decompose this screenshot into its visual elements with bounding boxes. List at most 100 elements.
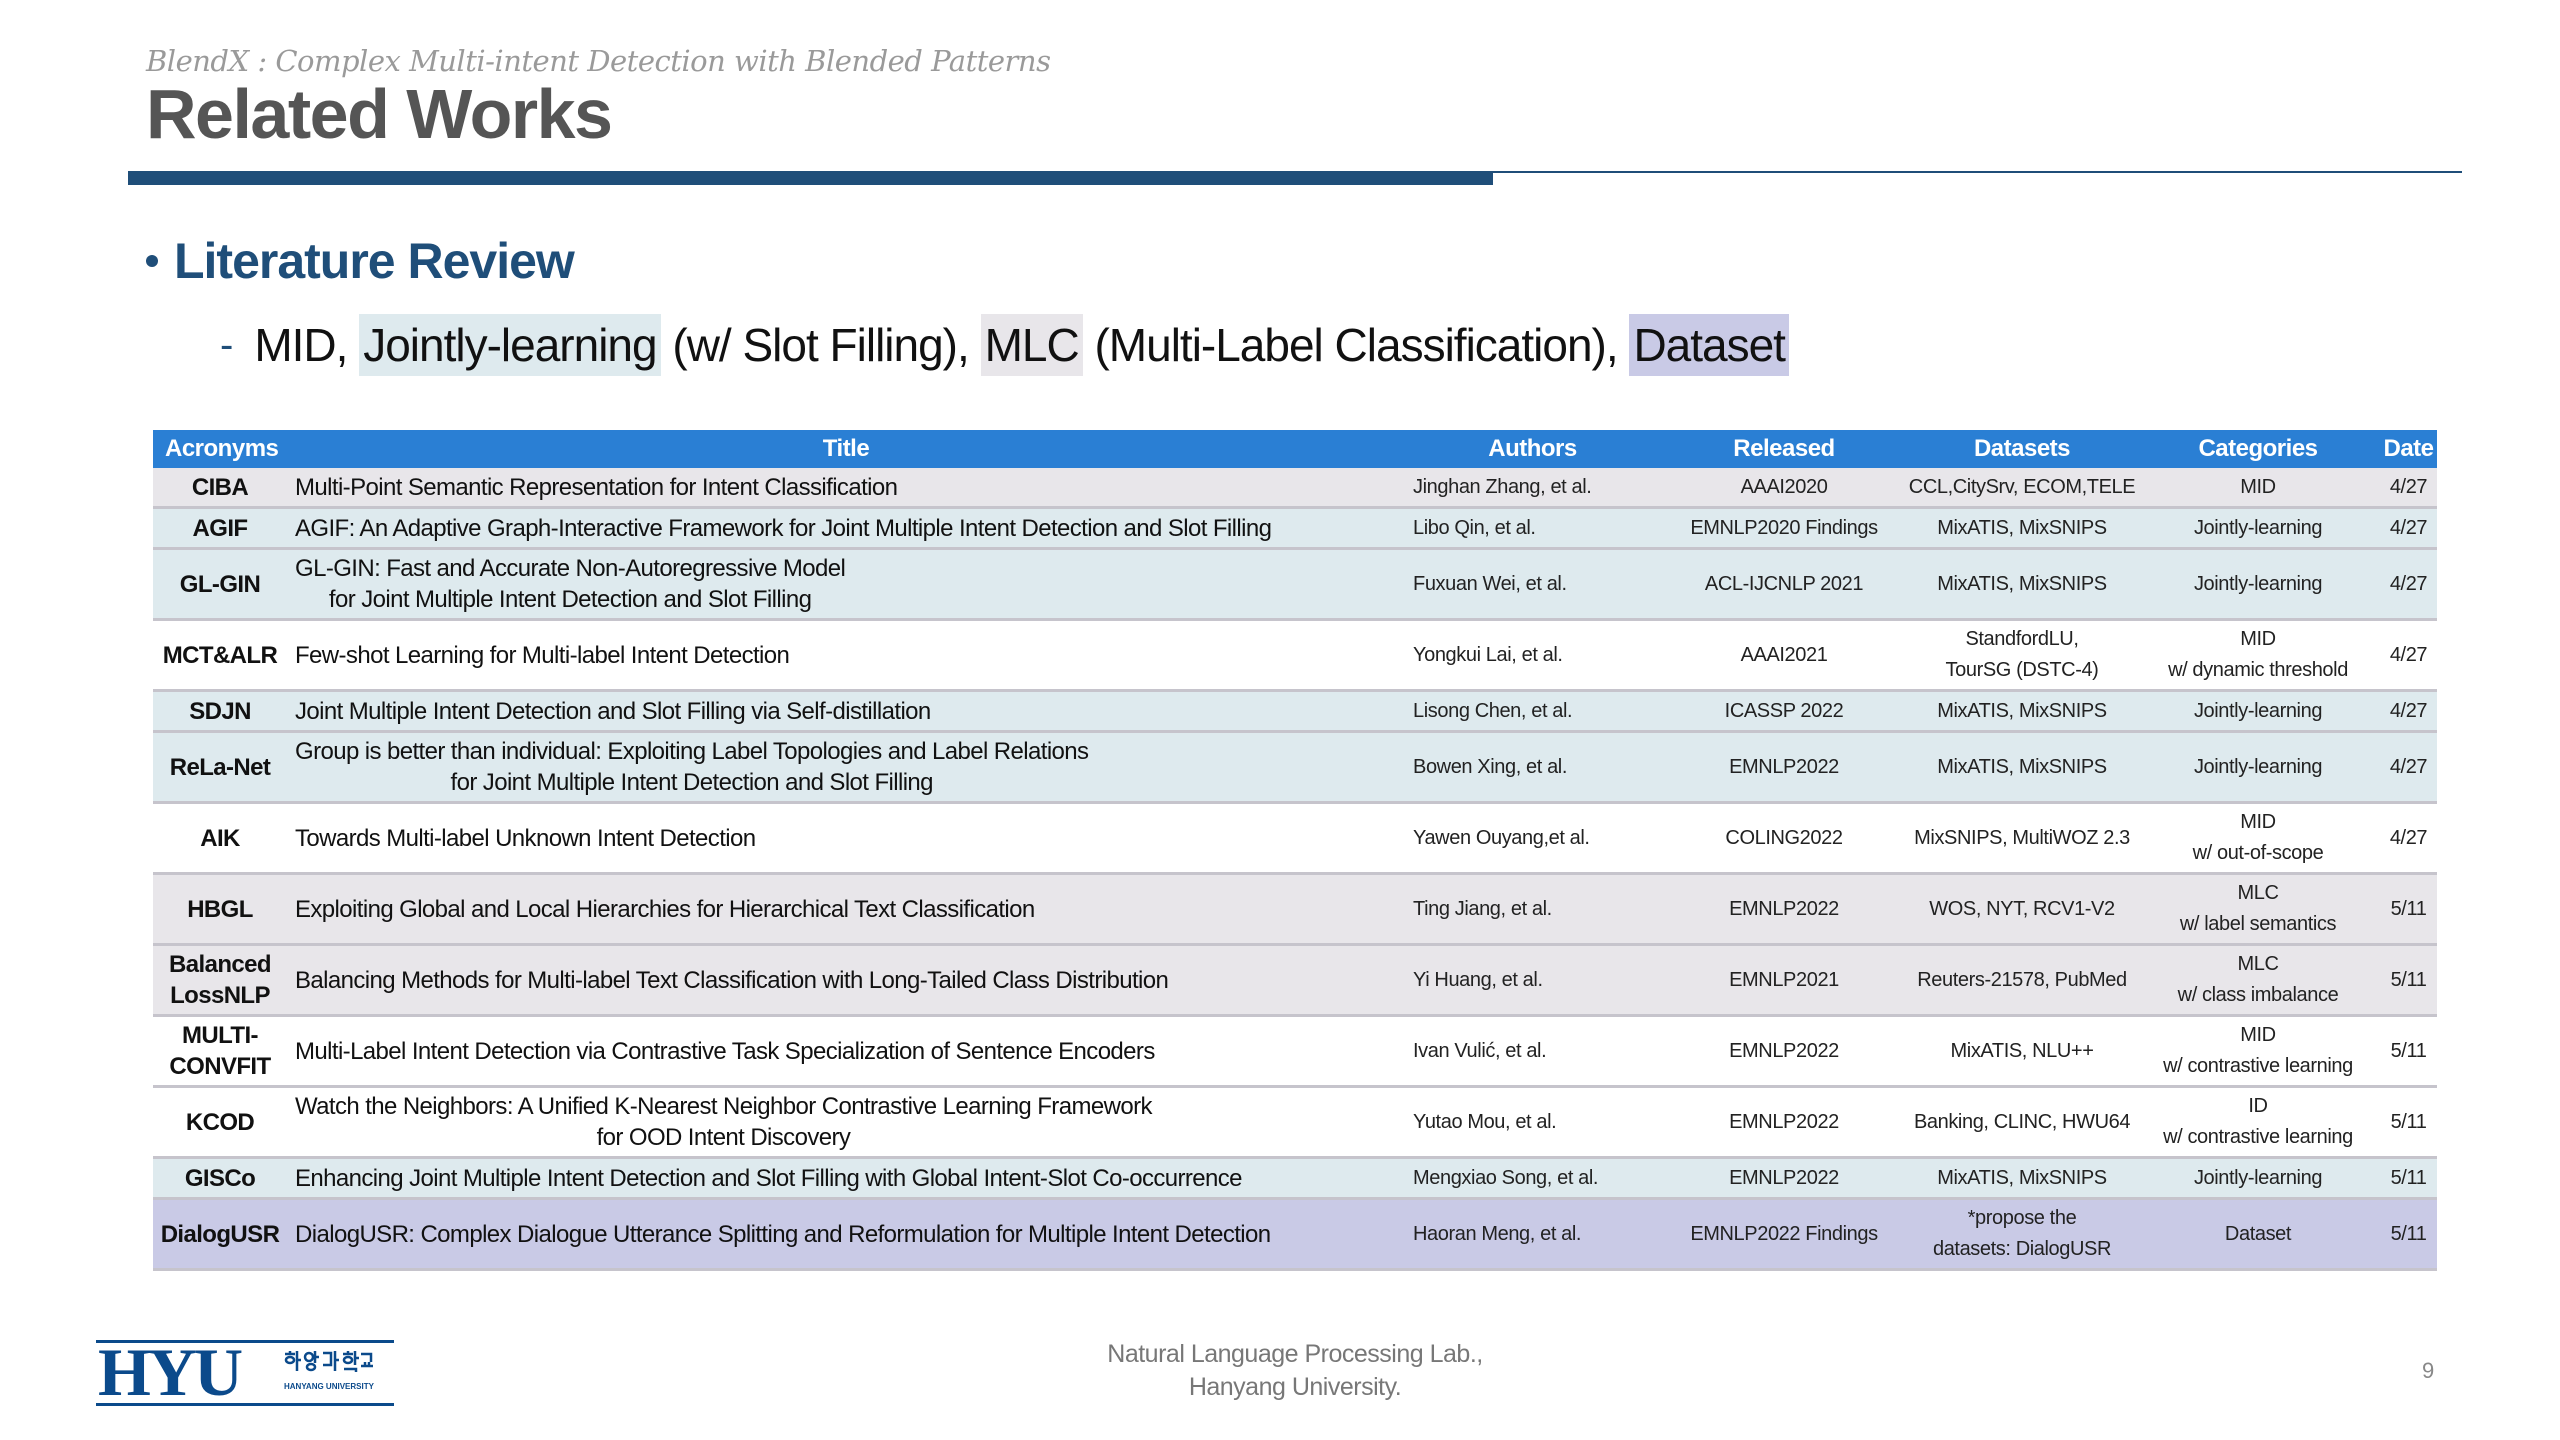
acronym-cell: MCT&ALR [162, 641, 278, 669]
categories-cell: Jointly-learning [2193, 516, 2323, 539]
acronym-cell: SDJN [189, 697, 251, 725]
paper-title: Few-shot Learning for Multi-label Intent… [295, 640, 790, 671]
paper-title: Group is better than individual: Exploit… [295, 736, 1089, 798]
released-cell: AAAI2021 [1740, 643, 1828, 666]
categories-cell: Jointly-learning [2193, 699, 2323, 722]
paper-title: Watch the Neighbors: A Unified K-Nearest… [295, 1091, 1152, 1153]
legend-jointly-learning: Jointly-learning [359, 314, 661, 376]
categories-cell: MID w/ dynamic threshold [2168, 628, 2348, 681]
released-cell: EMNLP2020 Findings [1690, 516, 1878, 539]
datasets-cell: *propose the datasets: DialogUSR [1932, 1207, 2112, 1260]
paper-title-line2: for OOD Intent Discovery [596, 1124, 851, 1151]
categories-cell: Dataset [2224, 1222, 2292, 1245]
paper-title-line1: Few-shot Learning for Multi-label Intent… [295, 641, 790, 669]
legend-mlc: MLC [980, 314, 1083, 376]
table-row: AIK Towards Multi-label Unknown Intent De… [153, 804, 2437, 875]
dash-icon: - [220, 322, 233, 367]
footer-lab-name: Natural Language Processing Lab., Hanyan… [1045, 1338, 1545, 1404]
title-cell: AGIF: An Adaptive Graph-Interactive Fram… [287, 509, 1405, 547]
paper-title: Exploiting Global and Local Hierarchies … [295, 894, 1035, 925]
title-cell: Few-shot Learning for Multi-label Intent… [287, 636, 1405, 674]
column-header-released: Released [1733, 435, 1835, 462]
categories-cell: MID w/ out-of-scope [2192, 811, 2324, 864]
table-row: AGIF AGIF: An Adaptive Graph-Interactive … [153, 509, 2437, 550]
released-cell: EMNLP2022 Findings [1690, 1222, 1878, 1245]
paper-title-line2: for Joint Multiple Intent Detection and … [328, 586, 812, 613]
datasets-cell: MixSNIPS, MultiWOZ 2.3 [1914, 826, 2130, 849]
footer-lab-line2: Hanyang University. [1188, 1373, 1402, 1401]
legend-text: (Multi-Label Classification), [1082, 319, 1630, 371]
acronym-cell: Balanced LossNLP [169, 951, 272, 1009]
date-cell: 5/11 [2390, 1222, 2427, 1245]
date-cell: 4/27 [2389, 755, 2428, 778]
authors-cell: Yawen Ouyang,et al. [1413, 826, 1590, 849]
legend-text: (w/ Slot Filling), [660, 319, 981, 371]
title-cell: Joint Multiple Intent Detection and Slot… [287, 692, 1405, 730]
categories-cell: Jointly-learning [2193, 755, 2323, 778]
title-cell: Enhancing Joint Multiple Intent Detectio… [287, 1159, 1405, 1197]
acronym-cell: KCOD [185, 1108, 255, 1136]
paper-title-line2: for Joint Multiple Intent Detection and … [450, 769, 934, 796]
paper-title: GL-GIN: Fast and Accurate Non-Autoregres… [295, 553, 846, 615]
date-cell: 4/27 [2389, 475, 2428, 498]
table-row: MULTI- CONVFIT Multi-Label Intent Detecti… [153, 1017, 2437, 1088]
related-works-table: Acronyms Title Authors Released Datasets… [153, 430, 2437, 1271]
column-header-date: Date [2383, 435, 2434, 462]
sub-bullet-legend: - MID, Jointly-learning (w/ Slot Filling… [220, 314, 1789, 376]
paper-title: Enhancing Joint Multiple Intent Detectio… [295, 1163, 1243, 1194]
datasets-cell: CCL,CitySrv, ECOM,TELE [1908, 475, 2136, 498]
date-cell: 4/27 [2389, 699, 2428, 722]
title-cell: Exploiting Global and Local Hierarchies … [287, 890, 1405, 928]
table-row: HBGL Exploiting Global and Local Hierarch… [153, 875, 2437, 946]
date-cell: 4/27 [2389, 516, 2428, 539]
authors-cell: Ivan Vulić, et al. [1413, 1039, 1547, 1062]
datasets-cell: MixATIS, MixSNIPS [1937, 516, 2107, 539]
date-cell: 4/27 [2389, 826, 2428, 849]
column-header-categories: Categories [2198, 435, 2318, 462]
categories-cell: ID w/ contrastive learning [2163, 1095, 2353, 1148]
authors-cell: Bowen Xing, et al. [1413, 755, 1568, 778]
table-row: DialogUSR DialogUSR: Complex Dialogue Utt… [153, 1200, 2437, 1271]
authors-cell: Lisong Chen, et al. [1413, 699, 1573, 722]
authors-cell: Haoran Meng, et al. [1413, 1222, 1582, 1245]
released-cell: EMNLP2022 [1729, 1110, 1839, 1133]
authors-cell: Fuxuan Wei, et al. [1413, 572, 1567, 595]
table-header-row: Acronyms Title Authors Released Datasets… [153, 430, 2437, 468]
title-cell: Group is better than individual: Exploit… [287, 733, 1405, 801]
page-title: Related Works [146, 75, 613, 153]
paper-title-line1: AGIF: An Adaptive Graph-Interactive Fram… [295, 514, 1272, 542]
date-cell: 5/11 [2390, 1166, 2427, 1189]
released-cell: COLING2022 [1725, 826, 1843, 849]
logo-korean-wordmark-icon [284, 1351, 373, 1372]
paper-title: Joint Multiple Intent Detection and Slot… [295, 696, 931, 727]
acronym-cell: AIK [200, 824, 240, 852]
categories-cell: Jointly-learning [2193, 572, 2323, 595]
page-number: 9 [2422, 1358, 2435, 1383]
paper-title-line1: Enhancing Joint Multiple Intent Detectio… [295, 1164, 1243, 1192]
acronym-cell: AGIF [192, 514, 249, 542]
acronym-cell: CIBA [191, 473, 249, 501]
authors-cell: Mengxiao Song, et al. [1413, 1166, 1599, 1189]
title-cell: Balancing Methods for Multi-label Text C… [287, 961, 1405, 999]
table-body: CIBA Multi-Point Semantic Representation … [153, 468, 2437, 1271]
title-cell: Multi-Point Semantic Representation for … [287, 468, 1405, 506]
logo-line-bottom [96, 1403, 394, 1406]
released-cell: ACL-IJCNLP 2021 [1704, 572, 1864, 595]
table-row: CIBA Multi-Point Semantic Representation … [153, 468, 2437, 509]
authors-cell: Yi Huang, et al. [1413, 968, 1543, 991]
authors-cell: Libo Qin, et al. [1413, 516, 1536, 539]
authors-cell: Ting Jiang, et al. [1413, 897, 1552, 920]
date-cell: 5/11 [2390, 968, 2427, 991]
datasets-cell: StandfordLU, TourSG (DSTC-4) [1945, 628, 2099, 681]
paper-title-line1: Balancing Methods for Multi-label Text C… [295, 966, 1169, 994]
bullet-dot-icon [146, 255, 158, 267]
authors-cell: Jinghan Zhang, et al. [1413, 475, 1592, 498]
released-cell: AAAI2020 [1740, 475, 1828, 498]
paper-title: Multi-Point Semantic Representation for … [295, 472, 898, 503]
title-cell: DialogUSR: Complex Dialogue Utterance Sp… [287, 1215, 1405, 1253]
logo-english-text: HANYANG UNIVERSITY [284, 1382, 374, 1391]
logo-line-top [96, 1340, 394, 1343]
date-cell: 5/11 [2390, 897, 2427, 920]
categories-cell: MLC w/ label semantics [2179, 882, 2337, 935]
hyu-logo: HYU HANYANG UNIVERSITY [96, 1336, 394, 1408]
